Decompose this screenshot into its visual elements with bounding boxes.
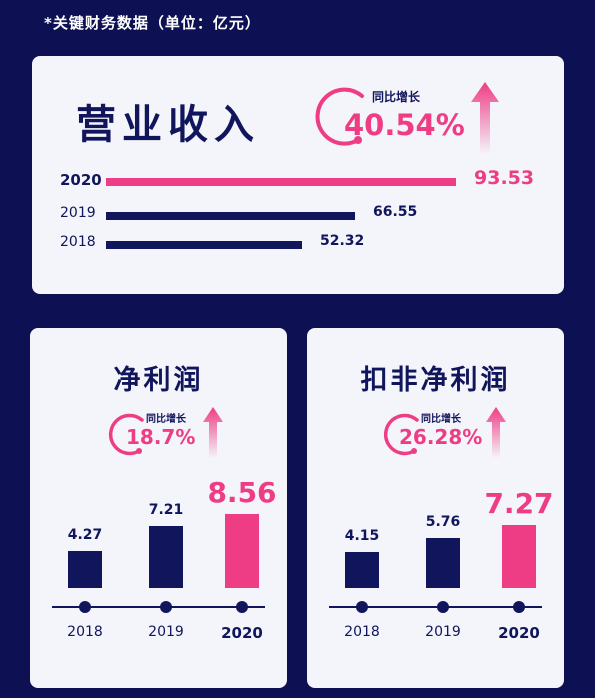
axis-year-label: 2020 bbox=[498, 624, 540, 642]
revenue-growth-value: 40.54% bbox=[344, 108, 465, 142]
net-profit-growth-badge: 同比增长 18.7% bbox=[106, 406, 236, 466]
bar-value-label: 7.21 bbox=[148, 502, 184, 518]
net-profit-card: 净利润 同比增长 18.7% 4.27 2018 7.21 2019 8.56 2020 bbox=[30, 328, 287, 688]
net-profit-bar bbox=[68, 551, 102, 588]
deducted-profit-growth-badge: 同比增长 26.28% bbox=[381, 406, 511, 466]
deducted-profit-bar bbox=[426, 538, 460, 588]
axis-year-label: 2020 bbox=[221, 624, 263, 642]
bar-year-label: 2019 bbox=[60, 205, 96, 221]
revenue-growth-label: 同比增长 bbox=[372, 90, 421, 104]
axis-line bbox=[52, 606, 265, 608]
deducted-profit-title: 扣非净利润 bbox=[360, 365, 511, 396]
bar-value-label: 4.27 bbox=[67, 527, 103, 543]
bar-value-label: 5.76 bbox=[425, 514, 461, 530]
growth-ring-icon bbox=[108, 413, 144, 456]
net-profit-growth-label: 同比增长 bbox=[146, 414, 186, 425]
deducted-profit-growth-label: 同比增长 bbox=[421, 414, 461, 425]
bar-value-label: 4.15 bbox=[344, 528, 380, 544]
axis-dot bbox=[79, 601, 91, 613]
bar-value-label: 52.32 bbox=[320, 233, 365, 249]
up-arrow-icon bbox=[203, 407, 223, 458]
net-profit-title: 净利润 bbox=[113, 365, 204, 396]
bar-value-label: 93.53 bbox=[474, 167, 535, 189]
axis-year-label: 2019 bbox=[425, 624, 461, 640]
axis-dot bbox=[437, 601, 449, 613]
revenue-card: 营业收入 同比增长 40.54% 2020 93.53 2019 66.55 2018 5… bbox=[32, 56, 564, 294]
revenue-bar bbox=[106, 241, 302, 249]
net-profit-bar bbox=[225, 514, 259, 588]
bar-year-label: 2018 bbox=[60, 234, 96, 250]
growth-ring-icon bbox=[315, 87, 364, 146]
axis-dot bbox=[356, 601, 368, 613]
axis-dot bbox=[513, 601, 525, 613]
bar-year-label: 2020 bbox=[60, 171, 102, 189]
axis-dot bbox=[236, 601, 248, 613]
net-profit-growth-value: 18.7% bbox=[126, 425, 196, 449]
deducted-profit-bar bbox=[502, 525, 536, 588]
revenue-title: 营业收入 bbox=[76, 102, 260, 148]
up-arrow-icon bbox=[486, 407, 506, 458]
bar-value-label: 66.55 bbox=[373, 204, 418, 220]
revenue-growth-badge: 同比增长 40.54% bbox=[310, 80, 500, 160]
bar-value-label: 8.56 bbox=[207, 476, 277, 509]
axis-year-label: 2019 bbox=[148, 624, 184, 640]
axis-dot bbox=[160, 601, 172, 613]
axis-year-label: 2018 bbox=[344, 624, 380, 640]
deducted-profit-card: 扣非净利润 同比增长 26.28% 4.15 2018 5.76 2019 7.27 20… bbox=[307, 328, 564, 688]
revenue-bar bbox=[106, 178, 456, 186]
header-title: *关键财务数据（单位：亿元） bbox=[44, 14, 261, 32]
growth-ring-icon bbox=[383, 413, 419, 456]
axis-line bbox=[329, 606, 542, 608]
revenue-bar bbox=[106, 212, 355, 220]
net-profit-bar bbox=[149, 526, 183, 588]
deducted-profit-bar bbox=[345, 552, 379, 588]
up-arrow-icon bbox=[471, 82, 499, 154]
deducted-profit-growth-value: 26.28% bbox=[399, 425, 483, 449]
axis-year-label: 2018 bbox=[67, 624, 103, 640]
bar-value-label: 7.27 bbox=[484, 487, 554, 520]
